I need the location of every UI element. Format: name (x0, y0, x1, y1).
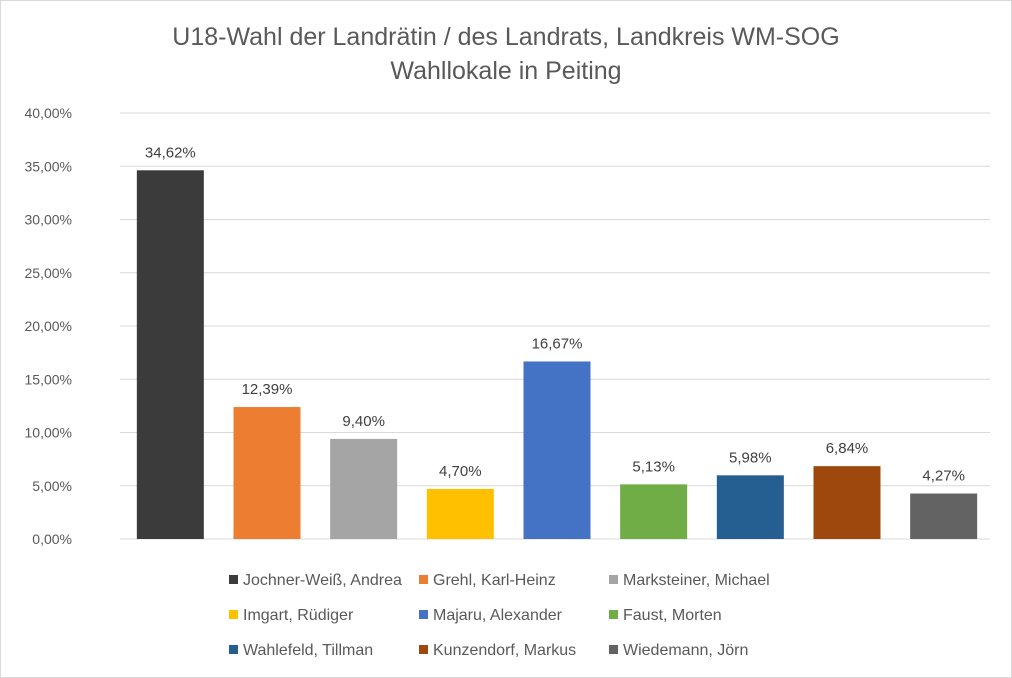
legend-item: Marksteiner, Michael (609, 572, 770, 589)
y-tick-label: 10,00% (25, 425, 72, 441)
legend-swatch (229, 575, 238, 584)
legend-item: Kunzendorf, Markus (419, 642, 576, 659)
y-tick-label: 40,00% (25, 105, 72, 121)
data-label: 16,67% (532, 335, 583, 352)
legend-item: Majaru, Alexander (419, 607, 563, 624)
legend-swatch (229, 610, 238, 619)
legend-label: Marksteiner, Michael (623, 572, 770, 589)
bar (620, 484, 688, 539)
data-label: 12,39% (242, 381, 293, 398)
data-label: 5,13% (632, 458, 675, 475)
data-label: 6,84% (826, 440, 869, 457)
data-label: 4,27% (922, 468, 965, 485)
bar (233, 407, 301, 539)
y-tick-label: 25,00% (25, 265, 72, 281)
legend-swatch (419, 575, 428, 584)
y-tick-label: 30,00% (25, 212, 72, 228)
legend-label: Imgart, Rüdiger (243, 607, 354, 624)
legend-item: Imgart, Rüdiger (229, 607, 354, 624)
bar (426, 488, 494, 539)
data-label: 4,70% (439, 463, 482, 480)
legend-label: Majaru, Alexander (433, 607, 563, 624)
legend-label: Jochner-Weiß, Andrea (243, 572, 402, 589)
chart-title-line-1: U18-Wahl der Landrätin / des Landrats, L… (172, 23, 840, 51)
bar (813, 466, 881, 539)
legend-item: Grehl, Karl-Heinz (419, 572, 556, 589)
y-tick-label: 0,00% (32, 531, 72, 547)
data-label: 34,62% (145, 144, 196, 161)
legend-item: Wahlefeld, Tillman (229, 642, 373, 659)
y-tick-label: 5,00% (32, 478, 72, 494)
bar (716, 475, 784, 539)
bar (910, 493, 978, 539)
y-axis-labels: 0,00% 5,00% 10,00% 15,00% 20,00% 25,00% 30,00%… (25, 105, 72, 547)
legend-swatch (419, 645, 428, 654)
data-labels: 34,62% 12,39% 9,40% 4,70% 16,67% 5,13% 5,98% 6,… (145, 144, 965, 484)
bars (136, 170, 978, 539)
y-tick-label: 35,00% (25, 158, 72, 174)
legend-swatch (419, 610, 428, 619)
legend-item: Jochner-Weiß, Andrea (229, 572, 402, 589)
legend-swatch (609, 645, 618, 654)
legend-label: Wiedemann, Jörn (623, 642, 748, 659)
legend-swatch (609, 575, 618, 584)
legend-swatch (229, 645, 238, 654)
legend-label: Faust, Morten (623, 607, 722, 624)
legend-swatch (609, 610, 618, 619)
legend: Jochner-Weiß, Andrea Grehl, Karl-Heinz Mar… (229, 572, 770, 659)
bar (523, 361, 591, 539)
data-label: 5,98% (729, 449, 772, 466)
legend-label: Wahlefeld, Tillman (243, 642, 373, 659)
y-tick-label: 15,00% (25, 371, 72, 387)
legend-item: Wiedemann, Jörn (609, 642, 748, 659)
legend-label: Grehl, Karl-Heinz (433, 572, 556, 589)
legend-item: Faust, Morten (609, 607, 722, 624)
bar (136, 170, 204, 539)
chart-subtitle: Wahllokale in Peiting (390, 57, 622, 85)
y-tick-label: 20,00% (25, 318, 72, 334)
data-label: 9,40% (342, 413, 385, 430)
legend-label: Kunzendorf, Markus (433, 642, 576, 659)
bar (330, 438, 398, 539)
chart-title: U18-Wahl der Landrätin / des Landrats, L… (0, 20, 1012, 88)
